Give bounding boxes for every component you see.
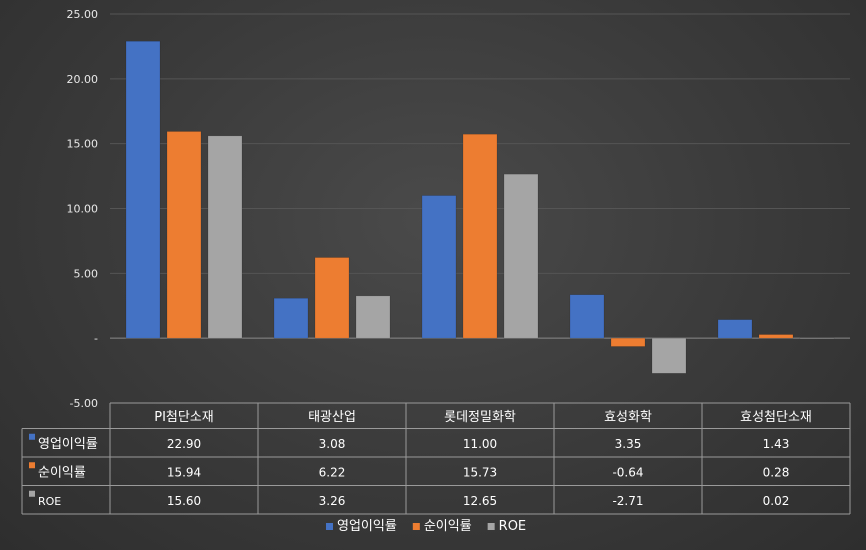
category-label: 효성첨단소재 xyxy=(740,410,812,425)
bars xyxy=(125,40,835,374)
table-cell-value: 15.94 xyxy=(167,465,201,479)
legend-label: 영업이익률 xyxy=(337,519,397,534)
table-cell-value: -2.71 xyxy=(612,494,643,508)
bar-roe-5 xyxy=(799,337,835,339)
series-label: ROE xyxy=(38,495,61,508)
table-cell-value: 11.00 xyxy=(463,437,497,451)
y-tick-label: - xyxy=(94,332,98,345)
legend-label: ROE xyxy=(499,519,526,534)
series-label: 순이익률 xyxy=(38,465,86,480)
bar-영업이익률-1 xyxy=(125,40,161,339)
table-cell-value: 3.35 xyxy=(615,437,642,451)
legend-swatch-순이익률 xyxy=(412,523,420,530)
category-label: 롯데정밀화학 xyxy=(444,410,516,425)
table-cell-value: 3.26 xyxy=(319,494,346,508)
bar-순이익률-2 xyxy=(314,257,350,339)
legend-key-roe xyxy=(29,490,35,497)
legend-swatch-roe xyxy=(487,523,495,530)
legend: 영업이익률 순이익률 ROE xyxy=(326,519,526,534)
table-cell-value: 15.60 xyxy=(167,494,201,508)
table-cell-value: 0.28 xyxy=(763,465,790,479)
bar-영업이익률-5 xyxy=(717,319,753,339)
legend-swatch-영업이익률 xyxy=(326,523,333,530)
bar-순이익률-5 xyxy=(758,334,794,339)
category-label: 효성화학 xyxy=(604,410,652,425)
bar-roe-3 xyxy=(503,173,539,339)
table-cell-value: 12.65 xyxy=(463,494,497,508)
bar-roe-2 xyxy=(355,295,391,339)
bar-순이익률-1 xyxy=(166,131,202,339)
bar-roe-4 xyxy=(651,337,687,374)
y-axis: 25.00 20.00 15.00 10.00 5.00 - -5.00 xyxy=(67,8,99,410)
bar-영업이익률-4 xyxy=(569,294,605,339)
legend-key-영업이익률 xyxy=(29,433,35,440)
y-tick-label: 5.00 xyxy=(74,267,99,280)
table-cell-value: 0.02 xyxy=(763,494,790,508)
y-tick-label: 10.00 xyxy=(67,203,99,216)
table-cell-value: 15.73 xyxy=(463,465,497,479)
table-cell-value: 3.08 xyxy=(319,437,346,451)
y-tick-label: -5.00 xyxy=(70,397,98,410)
y-tick-label: 15.00 xyxy=(67,138,99,151)
legend-label: 순이익률 xyxy=(424,519,472,534)
bar-순이익률-3 xyxy=(462,133,498,339)
bar-영업이익률-2 xyxy=(273,297,309,339)
table-cell-value: -0.64 xyxy=(612,465,643,479)
bar-영업이익률-3 xyxy=(421,195,457,339)
table-cell-value: 22.90 xyxy=(167,437,201,451)
y-tick-label: 25.00 xyxy=(67,8,99,21)
series-label: 영업이익률 xyxy=(38,437,98,452)
category-label: PI첨단소재 xyxy=(154,410,214,425)
legend-key-순이익률 xyxy=(29,462,35,469)
y-tick-label: 20.00 xyxy=(67,73,99,86)
category-label: 태광산업 xyxy=(308,410,356,425)
table-cell-value: 6.22 xyxy=(319,465,346,479)
bar-roe-1 xyxy=(207,135,243,339)
table-cell-value: 1.43 xyxy=(763,437,790,451)
bar-순이익률-4 xyxy=(610,337,646,347)
